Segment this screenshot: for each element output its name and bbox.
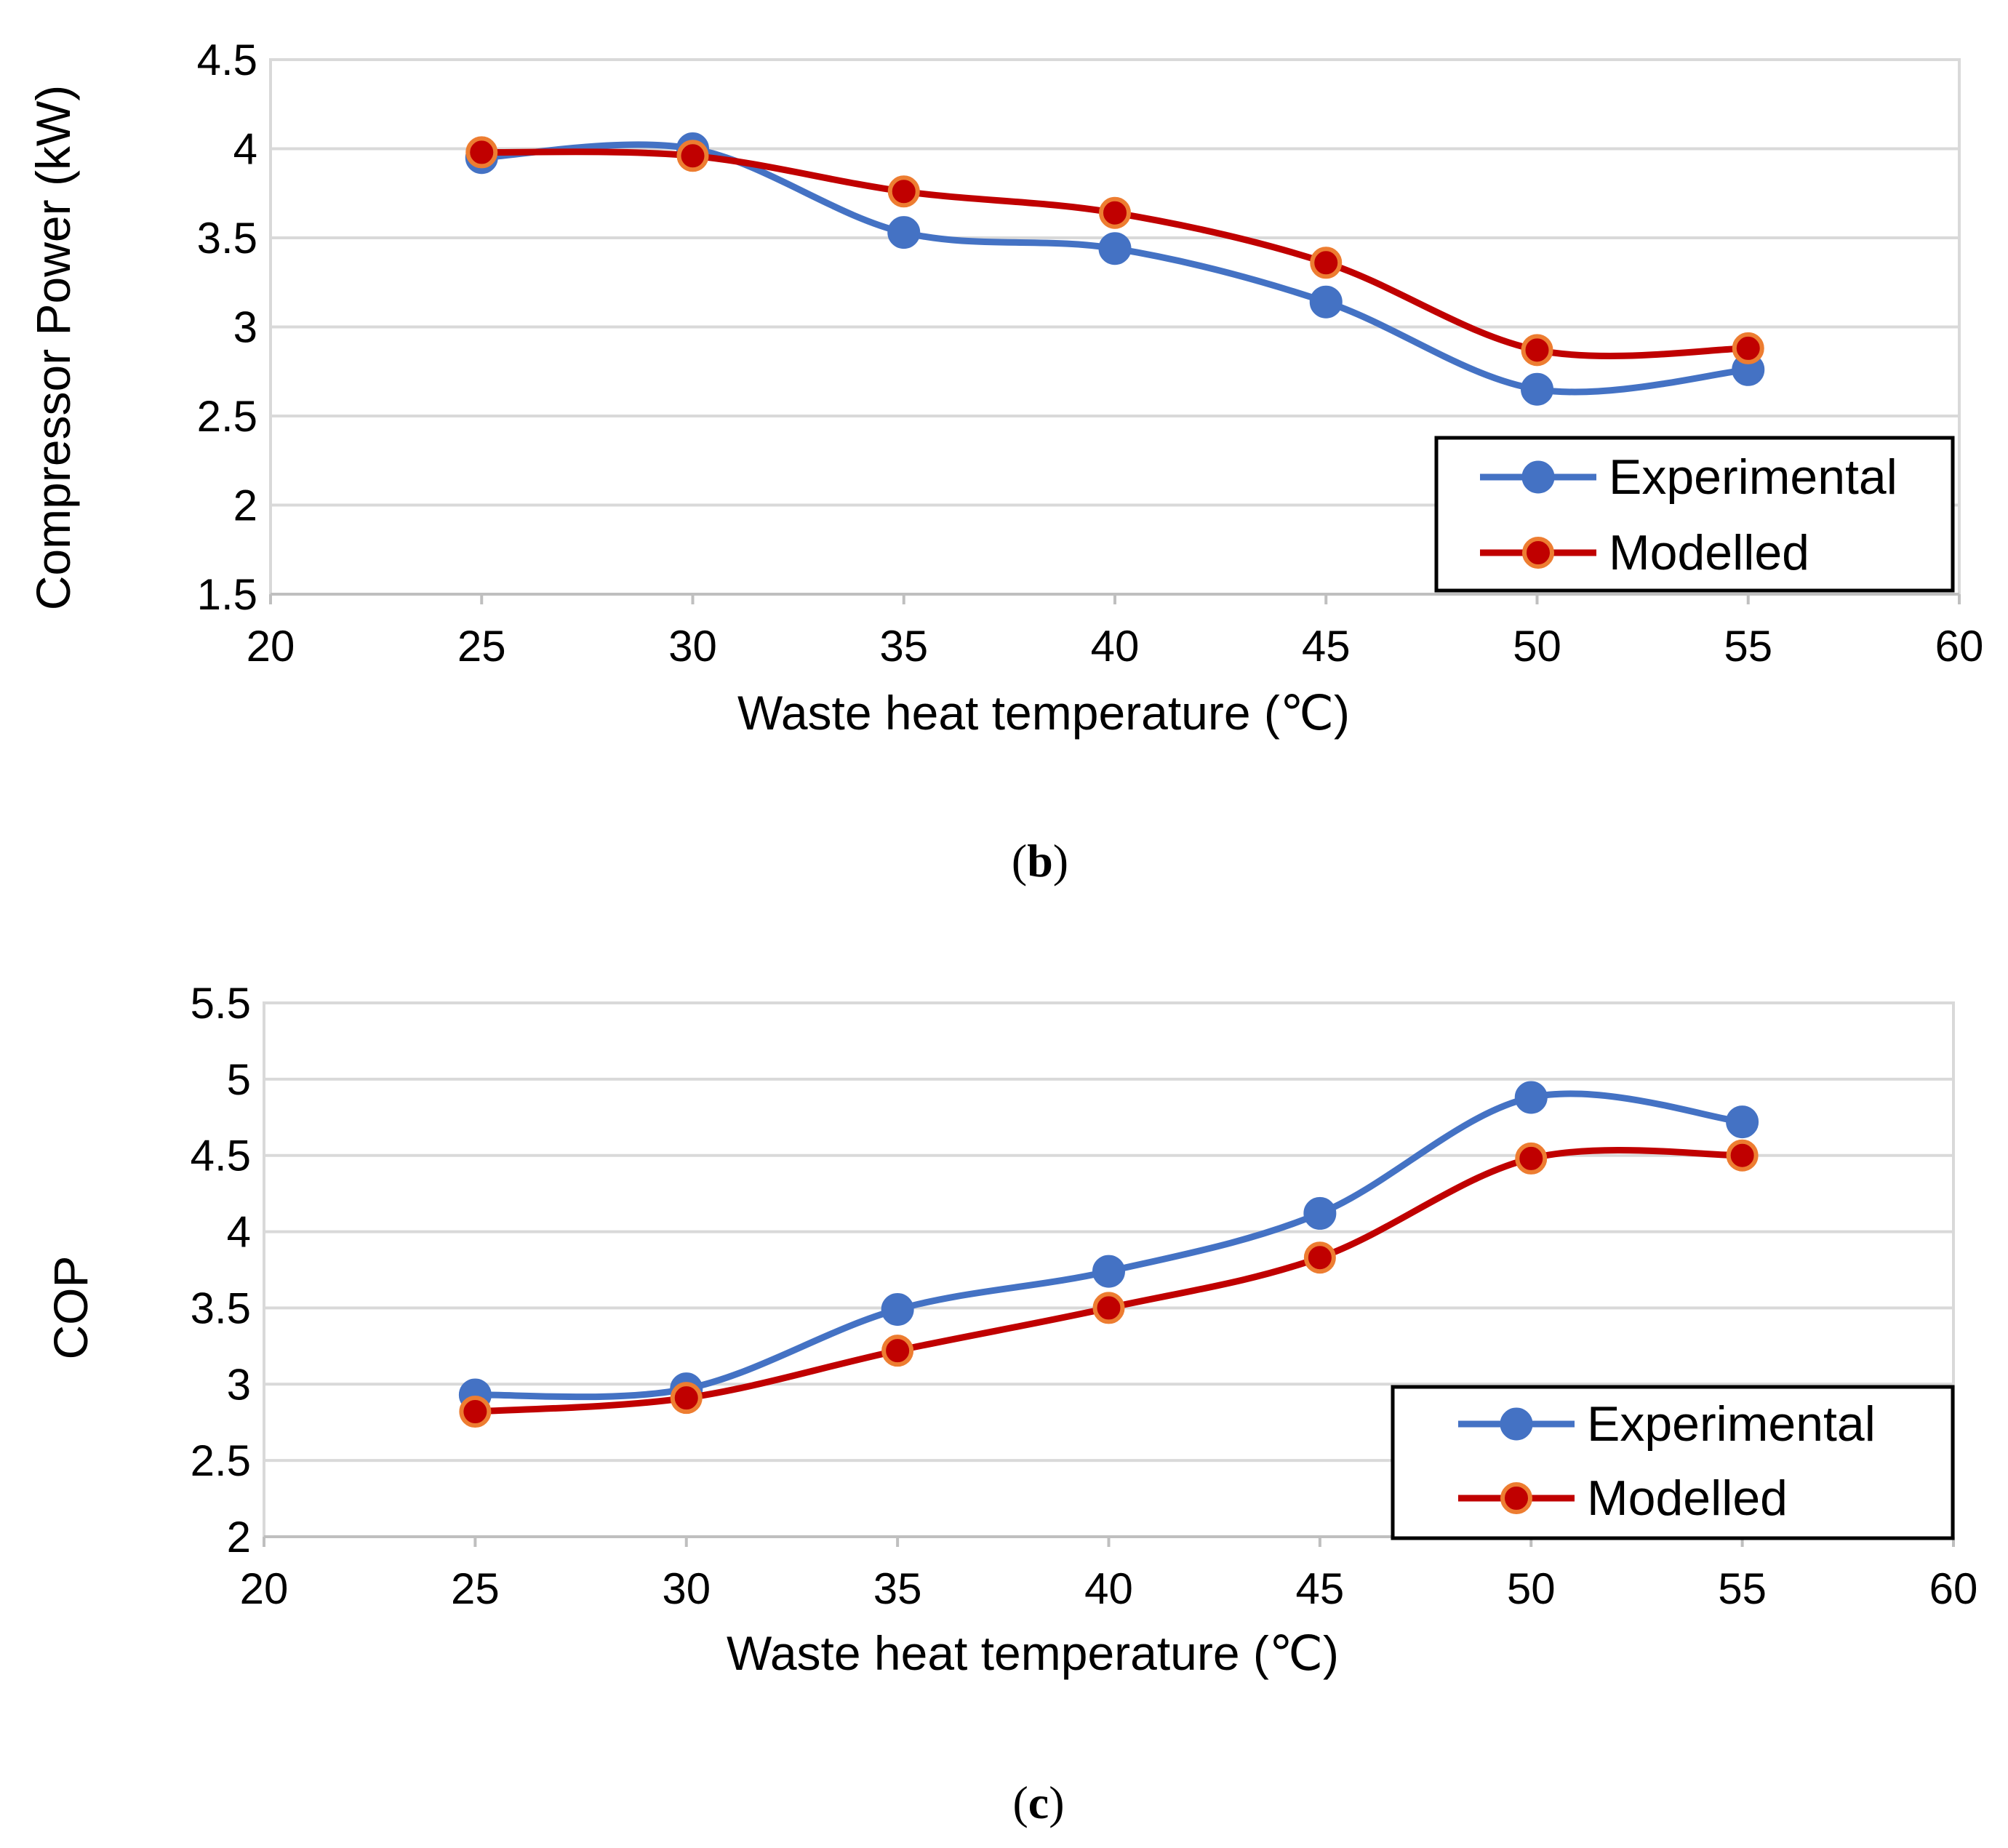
series-layer <box>458 1081 1759 1428</box>
x-tick-label: 60 <box>1935 622 1984 671</box>
y-tick-label: 5.5 <box>191 979 251 1028</box>
data-point-experimental <box>881 1293 914 1327</box>
y-tick-label: 3 <box>233 303 257 352</box>
data-point-experimental <box>1514 1081 1548 1114</box>
x-tick-label: 55 <box>1724 622 1772 671</box>
y-tick-label: 4 <box>233 125 257 174</box>
chart-cop: 2 2.5 3 3.5 4 4.5 5 5.5 20 25 30 35 40 45 50 55 60 Wast… <box>44 979 1977 1828</box>
x-tick-label: 50 <box>1507 1564 1556 1613</box>
data-point-experimental <box>1303 1196 1337 1230</box>
series-modelled <box>465 136 1764 367</box>
x-tick-label: 40 <box>1084 1564 1133 1613</box>
x-axis-title: Waste heat temperature (℃) <box>727 1626 1339 1680</box>
x-tick-label: 40 <box>1091 622 1140 671</box>
x-tick-label: 20 <box>240 1564 289 1613</box>
y-tick-labels: 2 2.5 3 3.5 4 4.5 5 5.5 <box>191 979 251 1561</box>
y-tick-labels: 1.5 2 2.5 3 3.5 4 4.5 <box>197 36 257 619</box>
y-tick-label: 2.5 <box>197 392 257 441</box>
x-tick-label: 50 <box>1513 622 1561 671</box>
data-point-modelled <box>459 1396 492 1428</box>
x-tick-label: 45 <box>1302 622 1351 671</box>
legend-marker-modelled <box>1500 1482 1532 1514</box>
legend-label-modelled: Modelled <box>1587 1471 1788 1526</box>
x-tick-label: 30 <box>662 1564 711 1613</box>
data-point-experimental <box>1092 1255 1125 1288</box>
panel-caption-c: (c) <box>1012 1777 1064 1828</box>
x-axis-title: Waste heat temperature (℃) <box>737 686 1350 740</box>
data-point-modelled <box>1092 1292 1125 1324</box>
data-point-modelled <box>881 1335 914 1367</box>
x-tick-label: 25 <box>457 622 506 671</box>
data-point-experimental <box>1726 1105 1759 1139</box>
panel-caption-b: (b) <box>1012 835 1068 887</box>
x-tick-label: 55 <box>1718 1564 1767 1613</box>
y-tick-label: 4.5 <box>197 36 257 84</box>
data-point-experimental <box>1098 232 1132 265</box>
y-tick-label: 3.5 <box>191 1284 251 1332</box>
y-tick-label: 3.5 <box>197 214 257 263</box>
y-tick-label: 1.5 <box>197 570 257 619</box>
data-point-modelled <box>1515 1142 1548 1175</box>
y-tick-label: 4 <box>227 1208 251 1257</box>
legend-marker-modelled <box>1522 537 1554 569</box>
x-tick-label: 30 <box>668 622 717 671</box>
x-tick-label: 60 <box>1929 1564 1978 1613</box>
data-point-modelled <box>887 175 920 208</box>
legend-entry-experimental: Experimental <box>1480 449 1897 505</box>
legend-entry-experimental: Experimental <box>1458 1396 1876 1452</box>
y-axis-title: Compressor Power (kW) <box>26 85 80 610</box>
data-point-modelled <box>1310 247 1343 279</box>
series-line-experimental <box>471 1090 1746 1401</box>
x-tick-label: 20 <box>247 622 295 671</box>
panel-caption-letter: c <box>1028 1777 1049 1828</box>
y-tick-label: 2 <box>227 1513 251 1561</box>
x-tick-label: 35 <box>879 622 928 671</box>
data-point-modelled <box>676 140 709 172</box>
legend-label-experimental: Experimental <box>1609 449 1897 505</box>
legend-label-modelled: Modelled <box>1609 525 1809 580</box>
data-point-modelled <box>1303 1241 1336 1274</box>
y-tick-label: 3 <box>227 1360 251 1409</box>
legend-label-experimental: Experimental <box>1587 1396 1876 1452</box>
y-tick-label: 5 <box>227 1055 251 1104</box>
data-point-modelled <box>1726 1139 1759 1172</box>
data-point-modelled <box>1521 334 1553 367</box>
data-point-experimental <box>1309 285 1343 319</box>
series-experimental <box>465 132 1765 406</box>
legend-marker-experimental <box>1521 460 1555 494</box>
data-point-modelled <box>670 1382 703 1415</box>
x-tick-label: 35 <box>873 1564 922 1613</box>
series-layer <box>465 132 1765 406</box>
legend-marker-experimental <box>1500 1407 1533 1441</box>
legend-entry-modelled: Modelled <box>1480 525 1809 580</box>
series-experimental <box>458 1081 1759 1412</box>
legend: Experimental Modelled <box>1434 436 1955 593</box>
data-point-modelled <box>1732 332 1764 364</box>
x-tick-label: 45 <box>1296 1564 1345 1613</box>
x-tick-label: 25 <box>451 1564 500 1613</box>
y-axis-title: COP <box>44 1255 97 1359</box>
data-point-experimental <box>1521 372 1553 406</box>
data-point-experimental <box>887 216 921 249</box>
legend-entry-modelled: Modelled <box>1458 1471 1788 1526</box>
data-point-modelled <box>465 136 498 169</box>
y-tick-label: 2.5 <box>191 1436 251 1485</box>
data-point-modelled <box>1099 196 1131 229</box>
y-tick-label: 2 <box>233 481 257 530</box>
legend: Experimental Modelled <box>1391 1385 1955 1540</box>
x-tick-labels: 20 25 30 35 40 45 50 55 60 <box>247 594 1984 671</box>
legend-box <box>1391 1385 1955 1540</box>
x-tick-labels: 20 25 30 35 40 45 50 55 60 <box>240 1537 1978 1613</box>
chart-compressor-power: 1.5 2 2.5 3 3.5 4 4.5 20 25 30 35 40 45 50 55 60 Waste… <box>26 36 1983 887</box>
legend-box <box>1434 436 1955 593</box>
panel-caption-letter: b <box>1027 835 1053 887</box>
series-modelled <box>459 1139 1759 1428</box>
y-tick-label: 4.5 <box>191 1132 251 1180</box>
